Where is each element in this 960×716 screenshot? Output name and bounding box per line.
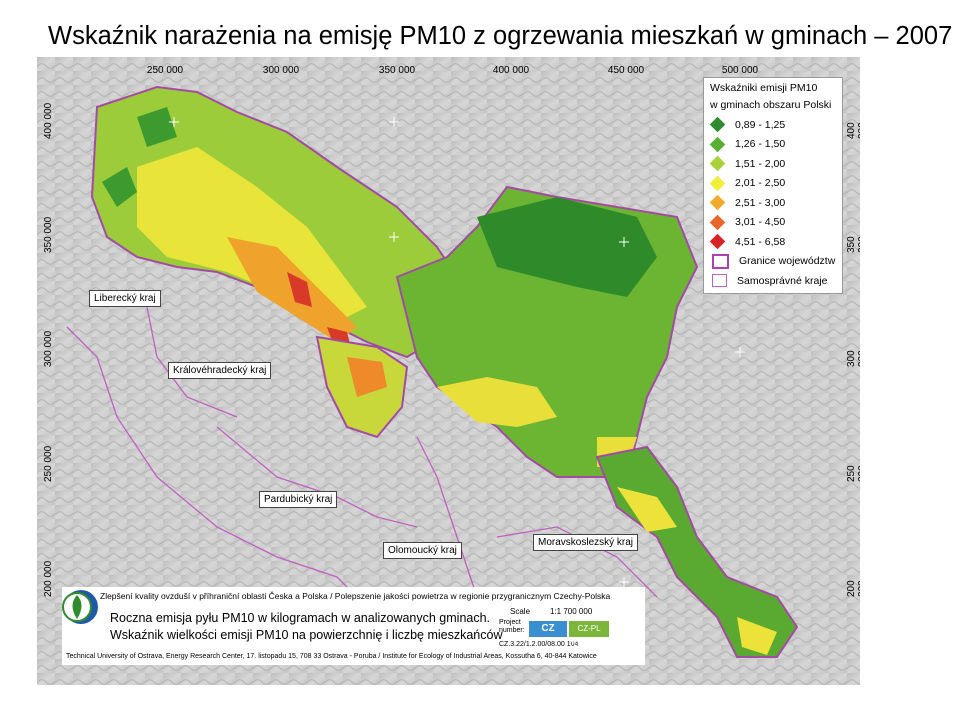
institute-leaf-logo-icon <box>62 592 92 622</box>
poland-west-red <box>287 272 352 352</box>
coord-right-3: 300 000 <box>846 350 860 367</box>
legend-class-label: 1,51 - 2,00 <box>735 157 786 170</box>
map-footer: Zlepšení kvality ovzduší v příhraniční o… <box>62 587 645 665</box>
slide-title: Wskaźnik narażenia na emisję PM10 z ogrz… <box>48 22 960 50</box>
legend-swatch-4 <box>709 175 726 192</box>
coord-right-5: 200 000 <box>846 580 860 597</box>
legend-swatch-6 <box>709 214 726 231</box>
legend-boundary-kraje: Samosprávné kraje <box>704 271 842 291</box>
legend-boundary-label: Samosprávné kraje <box>737 274 828 287</box>
legend-swatch-2 <box>709 136 726 153</box>
legend-class-label: 1,26 - 1,50 <box>735 138 786 151</box>
footer-scale-value: 1:1 700 000 <box>550 607 593 616</box>
coord-right-1: 400 000 <box>846 122 860 139</box>
legend-swatch-3 <box>709 155 726 172</box>
coord-top-6: 500 000 <box>721 65 759 76</box>
map-frame: 250 000 300 000 350 000 400 000 450 000 … <box>37 57 860 685</box>
poland-east-yellow <box>437 377 637 467</box>
map-legend: Wskaźniki emisji PM10 w gminach obszaru … <box>703 77 843 294</box>
footer-caption-line2: Wskaźnik wielkości emisji PM10 na powier… <box>110 628 503 642</box>
legend-class-label: 2,01 - 2,50 <box>735 177 786 190</box>
legend-box-kraje <box>712 274 727 288</box>
region-label-liberecky: Liberecký kraj <box>89 290 161 307</box>
cz-logo: CZ <box>529 621 567 637</box>
region-label-pardubicky: Pardubický kraj <box>259 491 338 508</box>
coord-left-5: 200 000 <box>43 560 54 597</box>
coord-top-3: 350 000 <box>378 65 416 76</box>
footer-caption-line1: Roczna emisja pyłu PM10 w kilogramach w … <box>110 611 491 625</box>
legend-swatch-1 <box>709 116 726 133</box>
footer-institutions: Technical University of Ostrava, Energy … <box>66 653 597 660</box>
coord-top-2: 300 000 <box>262 65 300 76</box>
poland-east-darkgreen <box>477 197 657 297</box>
legend-class-6: 3,01 - 4,50 <box>704 213 842 233</box>
legend-class-label: 3,01 - 4,50 <box>735 216 786 229</box>
coord-left-4: 250 000 <box>43 445 54 482</box>
coord-right-2: 350 000 <box>846 236 860 253</box>
legend-subtitle: w gminach obszaru Polski <box>710 99 832 111</box>
coord-left-1: 400 000 <box>43 102 54 139</box>
legend-title: Wskaźniki emisji PM10 <box>710 82 818 94</box>
footer-scale-label: Scale <box>510 607 531 616</box>
region-label-olomoucky: Olomoucký kraj <box>383 542 462 559</box>
legend-boundary-voivodeship: Granice województw <box>704 252 842 272</box>
legend-class-5: 2,51 - 3,00 <box>704 193 842 213</box>
region-label-moravskoslezsky: Moravskoslezský kraj <box>533 534 639 551</box>
poland-middle-orange <box>347 357 387 397</box>
legend-box-voivodeship <box>712 253 729 269</box>
region-label-kralovehradecky: Královéhradecký kraj <box>168 362 272 379</box>
footer-project-number-label: Project number: <box>499 619 525 634</box>
legend-class-label: 0,89 - 1,25 <box>735 118 786 131</box>
legend-boundary-label: Granice województw <box>739 255 836 268</box>
coord-top-1: 250 000 <box>146 65 184 76</box>
legend-class-label: 4,51 - 6,58 <box>735 235 786 248</box>
legend-class-1: 0,89 - 1,25 <box>704 115 842 135</box>
footer-project-title: Zlepšení kvality ovzduší v příhraniční o… <box>100 591 611 601</box>
poland-southeast-yellow <box>617 487 777 655</box>
legend-class-2: 1,26 - 1,50 <box>704 135 842 155</box>
legend-class-7: 4,51 - 6,58 <box>704 232 842 252</box>
czpl-programme-logo: CZ-PL 2007-2013 <box>569 621 609 649</box>
legend-swatch-5 <box>709 194 726 211</box>
coord-right-4: 250 000 <box>846 465 860 482</box>
coord-top-4: 400 000 <box>492 65 530 76</box>
legend-swatch-7 <box>709 233 726 250</box>
coord-top-5: 450 000 <box>607 65 645 76</box>
coord-left-2: 350 000 <box>43 216 54 253</box>
legend-class-label: 2,51 - 3,00 <box>735 196 786 209</box>
poland-west-yellow <box>137 147 367 322</box>
coord-left-3: 300 000 <box>43 330 54 367</box>
poland-west-darkgreen <box>102 107 177 207</box>
footer-project-number-value: CZ.3.22/1.2.00/08.00 104 <box>499 641 579 648</box>
legend-class-4: 2,01 - 2,50 <box>704 174 842 194</box>
grid-crosses <box>169 117 745 587</box>
legend-class-3: 1,51 - 2,00 <box>704 154 842 174</box>
